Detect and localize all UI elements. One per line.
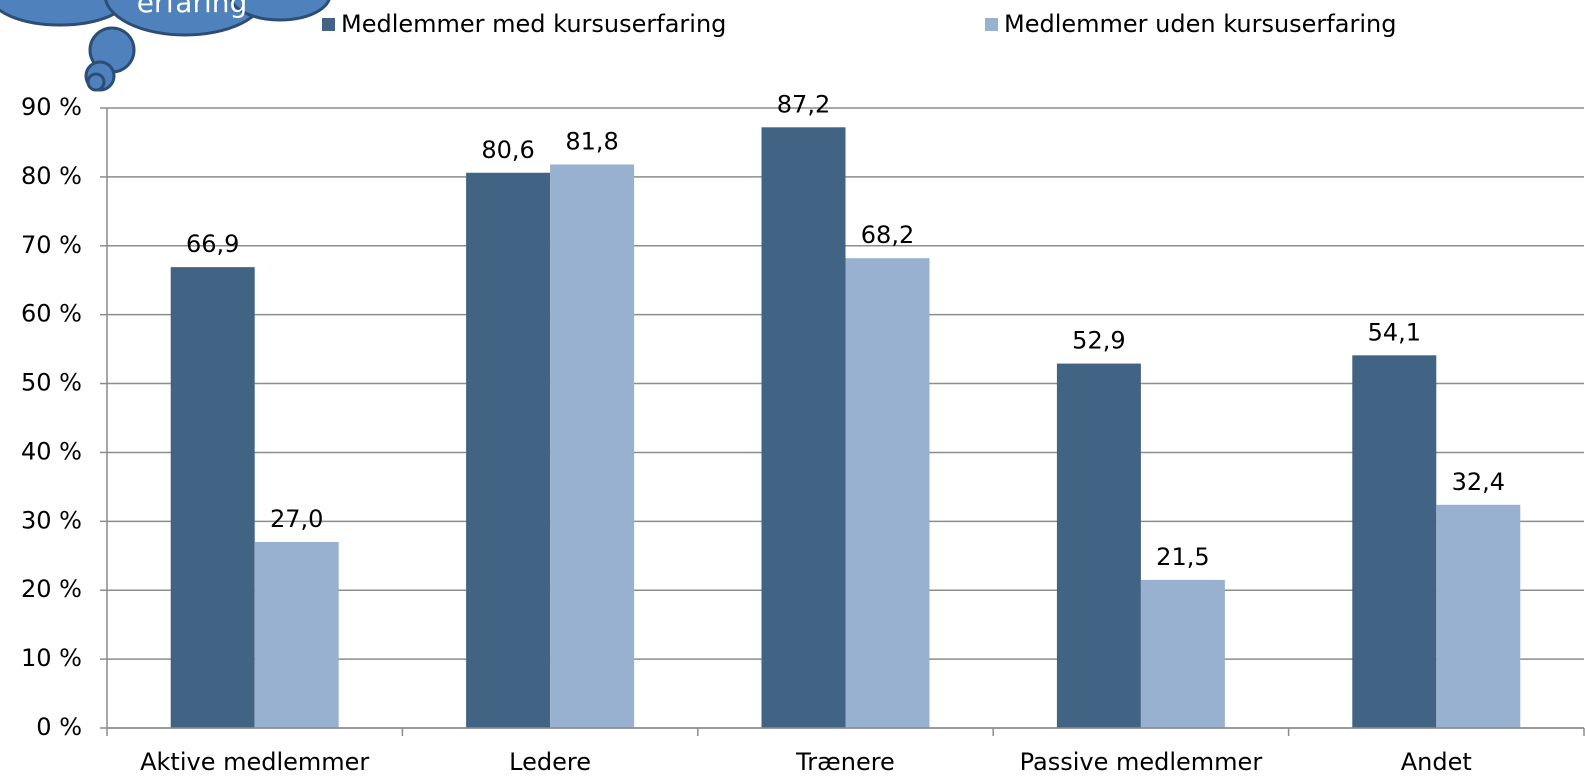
x-tick-label: Aktive medlemmer <box>140 748 369 776</box>
bar <box>1140 579 1225 728</box>
callout-cloud <box>0 0 331 92</box>
y-tick-label: 20 % <box>21 575 82 603</box>
y-tick-label: 0 % <box>36 713 82 741</box>
y-tick-label: 70 % <box>21 231 82 259</box>
y-tick-label: 90 % <box>21 93 82 121</box>
y-tick-label: 40 % <box>21 437 82 465</box>
cloud-bubble <box>86 72 106 92</box>
value-label: 52,9 <box>1072 327 1125 355</box>
value-label: 81,8 <box>565 127 618 155</box>
x-tick-label: Ledere <box>509 748 591 776</box>
bar <box>1056 363 1141 728</box>
x-tick-label: Passive medlemmer <box>1020 748 1263 776</box>
bar <box>761 127 846 729</box>
cloud-part <box>0 0 131 27</box>
value-label: 66,9 <box>186 230 239 258</box>
bar <box>550 164 635 728</box>
bar <box>1436 504 1521 728</box>
y-tick-label: 80 % <box>21 162 82 190</box>
bar <box>1352 355 1437 728</box>
legend-label: Medlemmer med kursuserfaring <box>341 10 726 38</box>
cloud-part <box>104 0 266 37</box>
value-label: 54,1 <box>1368 318 1421 346</box>
legend-swatch <box>985 18 998 31</box>
value-label: 27,0 <box>270 505 323 533</box>
value-label: 68,2 <box>861 221 914 249</box>
y-tick-label: 30 % <box>21 506 82 534</box>
bar <box>845 258 930 728</box>
x-tick-label: Andet <box>1401 748 1472 776</box>
bar <box>466 172 551 728</box>
value-label: 32,4 <box>1452 468 1505 496</box>
legend-label: Medlemmer uden kursuserfaring <box>1004 10 1396 38</box>
callout-text: erfaring <box>137 0 248 19</box>
value-label: 87,2 <box>777 90 830 118</box>
y-tick-label: 50 % <box>21 369 82 397</box>
bar <box>170 267 255 728</box>
y-tick-label: 60 % <box>21 300 82 328</box>
value-label: 21,5 <box>1156 543 1209 571</box>
value-label: 80,6 <box>481 136 534 164</box>
cloud-part <box>229 0 331 22</box>
y-tick-label: 10 % <box>21 644 82 672</box>
bar <box>254 542 339 728</box>
legend-swatch <box>322 18 335 31</box>
x-tick-label: Trænere <box>795 748 895 776</box>
